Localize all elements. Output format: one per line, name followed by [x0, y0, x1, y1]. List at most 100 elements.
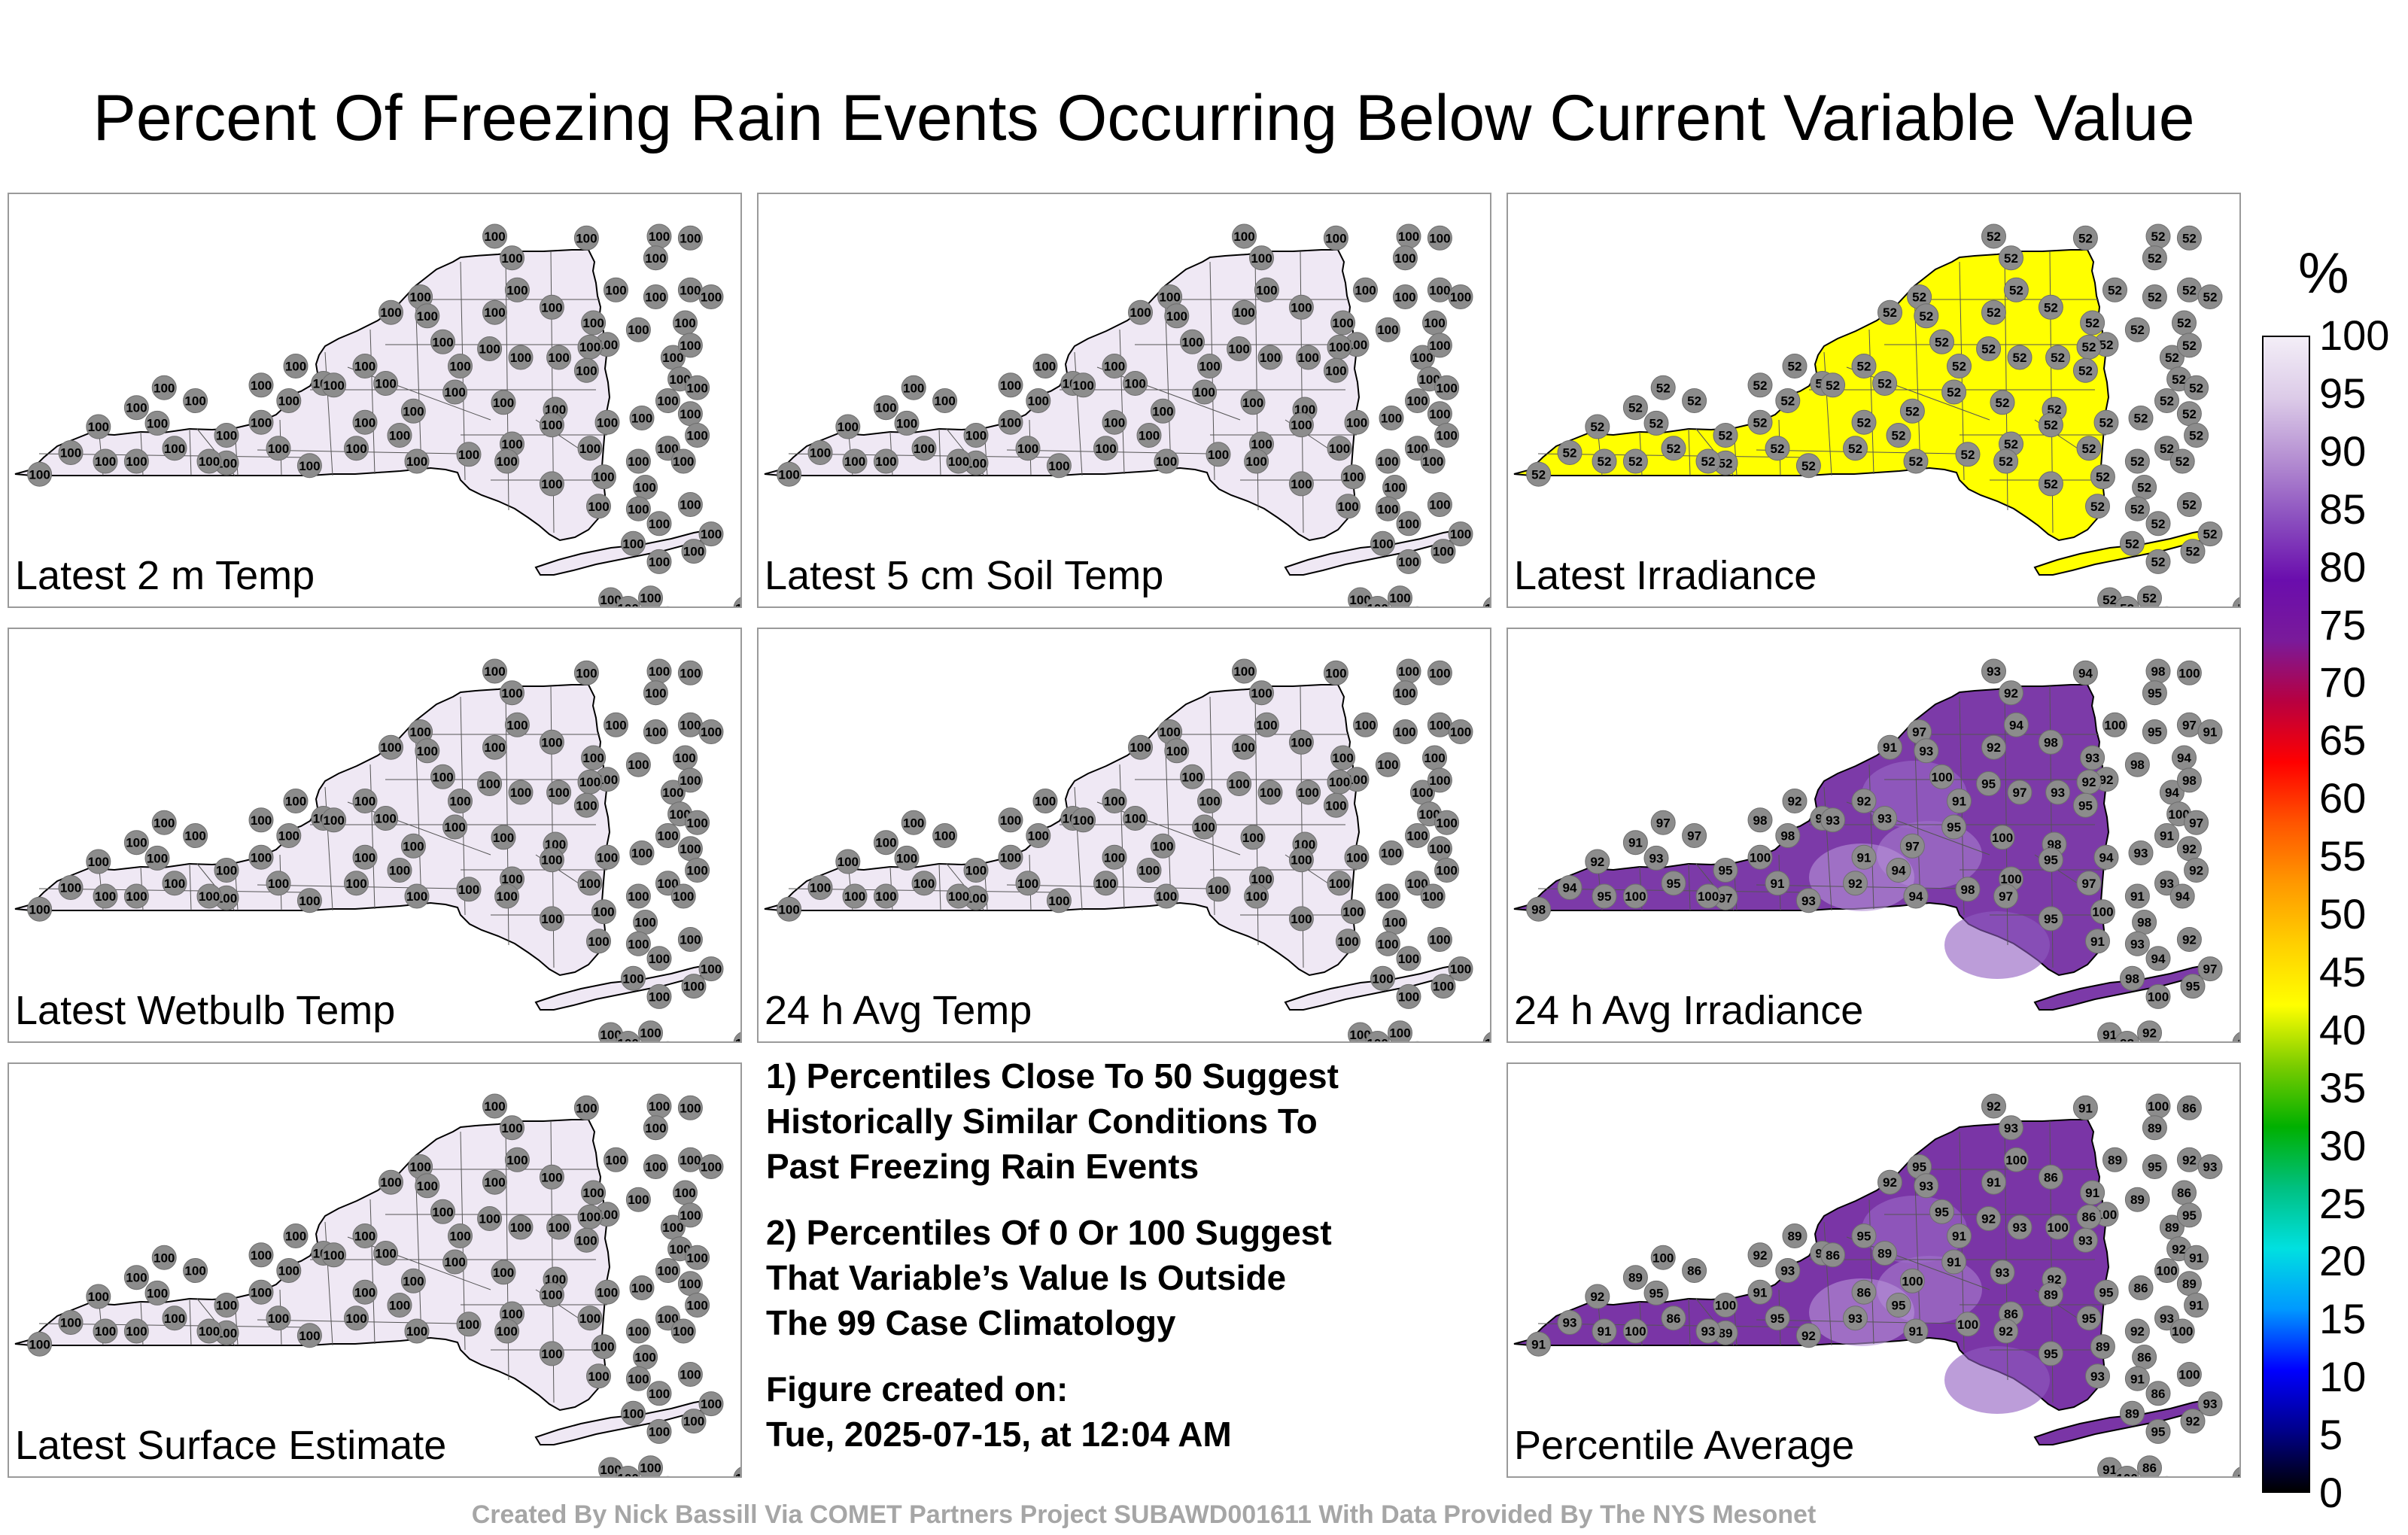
svg-text:100: 100 [1698, 889, 1719, 904]
svg-text:52: 52 [1857, 415, 1871, 430]
station-marker: 100 [1249, 680, 1274, 706]
svg-text:100: 100 [1159, 290, 1180, 305]
svg-text:100: 100 [628, 502, 649, 516]
station-marker: 100 [248, 1279, 274, 1305]
svg-text:100: 100 [673, 889, 694, 904]
svg-text:98: 98 [1780, 829, 1795, 843]
svg-text:100: 100 [593, 1340, 614, 1354]
svg-text:92: 92 [1801, 1329, 1816, 1343]
svg-text:100: 100 [389, 429, 410, 443]
svg-text:100: 100 [458, 448, 479, 462]
station-marker: 93 [1914, 738, 1939, 764]
station-marker: 95 [2038, 1341, 2063, 1366]
svg-text:100: 100 [838, 855, 859, 869]
station-marker: 100 [1375, 752, 1400, 777]
svg-text:100: 100 [903, 816, 924, 830]
station-marker: 100 [456, 442, 482, 467]
svg-text:93: 93 [2160, 1312, 2174, 1326]
station-marker: 100 [1482, 597, 1490, 606]
svg-text:100: 100 [640, 591, 661, 606]
colorbar-tick-label: 70 [2319, 658, 2367, 707]
station-marker: 100 [1396, 549, 1421, 574]
svg-text:100: 100 [496, 454, 517, 469]
svg-text:100: 100 [299, 894, 320, 908]
svg-text:100: 100 [1398, 229, 1419, 244]
station-marker: 100 [685, 375, 710, 400]
svg-text:95: 95 [1935, 1205, 1949, 1219]
station-marker: 100 [482, 734, 507, 760]
svg-text:93: 93 [1919, 744, 1933, 758]
svg-text:100: 100 [680, 407, 701, 421]
svg-text:100: 100 [1048, 459, 1069, 473]
map-panel-percentile-average: 92 93 91 100 86 89 95 92 93 91 100 86 89 95 92 93 91 100 8… [1507, 1062, 2241, 1478]
station-marker: 92 [1976, 1206, 2002, 1231]
station-marker: 93 [1843, 1306, 1868, 1331]
svg-text:100: 100 [2047, 1220, 2068, 1235]
station-marker: 100 [577, 436, 603, 461]
colorbar-tick-label: 30 [2319, 1121, 2367, 1169]
svg-text:100: 100 [680, 1277, 701, 1291]
station-marker: 100 [1227, 336, 1252, 361]
colorbar-tick-label: 50 [2319, 890, 2367, 938]
svg-text:91: 91 [1883, 740, 1897, 755]
station-marker: 100 [621, 965, 646, 991]
svg-text:98: 98 [2044, 735, 2058, 749]
svg-text:52: 52 [2013, 351, 2027, 365]
svg-text:100: 100 [406, 454, 427, 469]
svg-text:100: 100 [299, 1329, 320, 1343]
svg-text:92: 92 [1857, 795, 1871, 809]
svg-text:100: 100 [1389, 1026, 1410, 1041]
station-marker: 91 [1947, 1223, 1972, 1248]
svg-text:52: 52 [1857, 360, 1871, 374]
svg-text:100: 100 [278, 394, 299, 409]
colorbar-tick-label: 100 [2319, 312, 2390, 359]
station-marker: 100 [1990, 825, 2015, 850]
station-marker: 86 [1851, 1279, 1877, 1305]
svg-text:100: 100 [403, 839, 424, 853]
svg-text:100: 100 [95, 1324, 116, 1339]
station-marker: 100 [500, 1115, 524, 1141]
station-marker: 100 [408, 1154, 433, 1179]
station-marker: 100 [248, 807, 274, 833]
station-marker: 52 [2155, 606, 2179, 608]
svg-text:100: 100 [1377, 758, 1398, 772]
station-marker: 100 [595, 606, 619, 608]
station-marker: 100 [643, 719, 668, 744]
svg-text:52: 52 [2004, 437, 2018, 451]
svg-text:52: 52 [2148, 290, 2162, 305]
svg-text:100: 100 [588, 500, 609, 514]
station-marker: 100 [638, 1020, 663, 1041]
svg-text:100: 100 [649, 517, 670, 531]
svg-text:100: 100 [1652, 1251, 1674, 1265]
svg-text:100: 100 [1450, 962, 1471, 977]
station-marker: 93 [2124, 931, 2150, 956]
station-marker: 52 [1886, 423, 1911, 448]
station-marker: 100 [1164, 738, 1190, 764]
station-marker: 52 [2085, 494, 2110, 519]
station-marker: 52 [2124, 317, 2150, 342]
station-marker: 95 [1592, 883, 1617, 909]
station-marker: 86 [2038, 1164, 2063, 1190]
station-marker: 100 [2145, 1093, 2171, 1119]
svg-text:95: 95 [1771, 1312, 1785, 1326]
station-marker: 100 [670, 448, 696, 474]
station-marker: 100 [1232, 223, 1257, 249]
station-marker: 100 [873, 448, 898, 474]
svg-text:100: 100 [1485, 1037, 1491, 1044]
svg-text:52: 52 [2189, 381, 2203, 395]
station-marker: 100 [276, 823, 302, 848]
svg-text:100: 100 [1406, 829, 1427, 843]
svg-text:92: 92 [2182, 1153, 2197, 1167]
svg-text:100: 100 [251, 415, 272, 430]
station-marker: 89 [2102, 1147, 2127, 1172]
svg-text:94: 94 [2165, 786, 2179, 800]
county-border [189, 1298, 192, 1346]
station-marker: 100 [586, 494, 611, 519]
station-marker: 91 [1981, 1169, 2006, 1195]
svg-text:52: 52 [2102, 593, 2117, 607]
station-marker: 100 [946, 448, 971, 474]
svg-text:100: 100 [582, 1186, 604, 1200]
svg-text:100: 100 [649, 229, 670, 244]
svg-text:100: 100 [1297, 351, 1318, 365]
station-marker: 100 [1257, 345, 1283, 370]
